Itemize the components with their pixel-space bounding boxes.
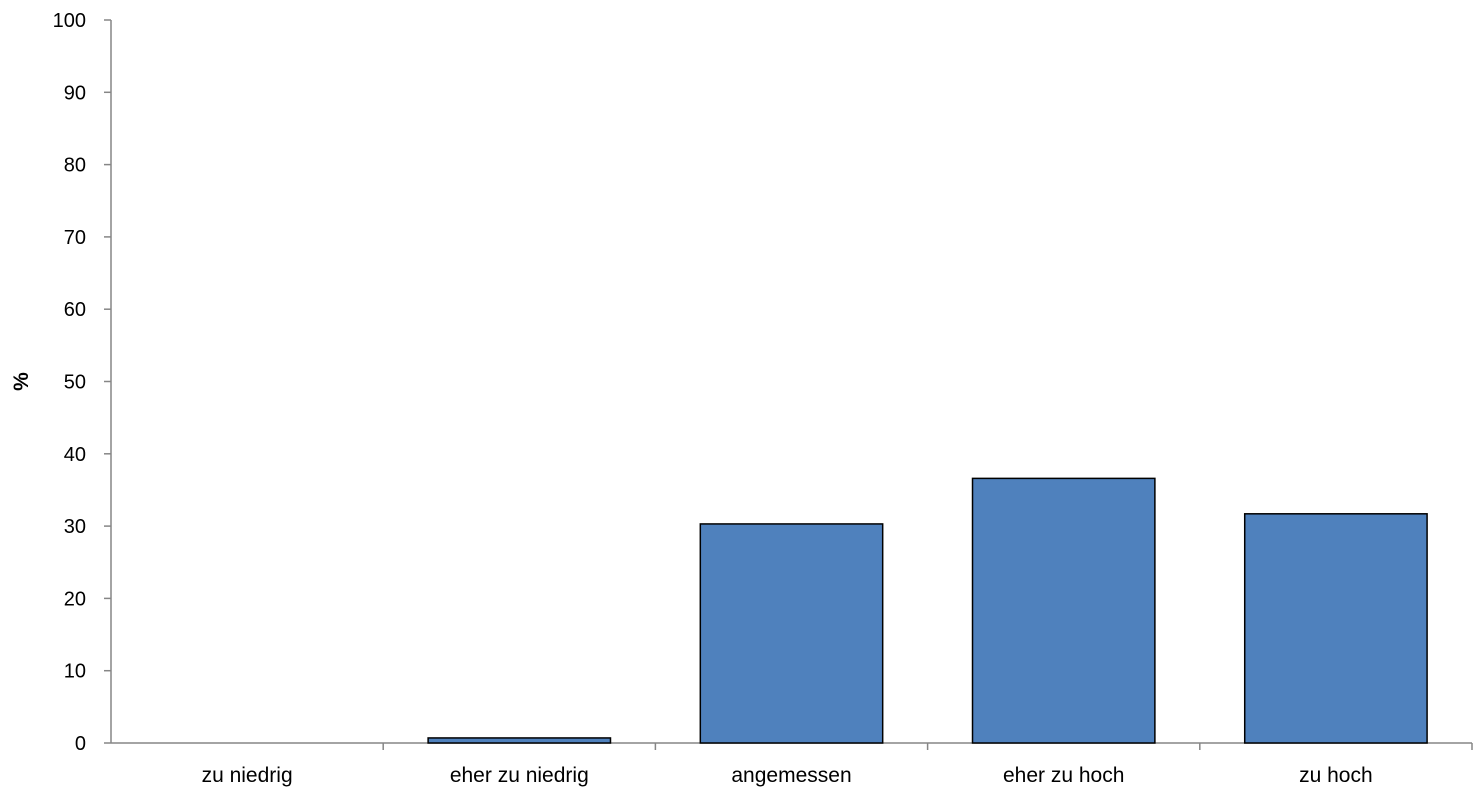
- x-category-label: eher zu niedrig: [450, 764, 589, 787]
- y-tick-label: 60: [64, 299, 86, 321]
- y-tick-label: 50: [64, 372, 86, 394]
- y-tick-label: 100: [53, 10, 86, 32]
- bar: [427, 737, 612, 744]
- y-tick-label: 70: [64, 227, 86, 249]
- y-tick-label: 30: [64, 516, 86, 538]
- y-tick-label: 20: [64, 588, 86, 610]
- y-tick-label: 90: [64, 82, 86, 104]
- bar: [1243, 513, 1428, 744]
- x-category-label: angemessen: [731, 764, 851, 787]
- y-tick-label: 80: [64, 155, 86, 177]
- x-category-label: eher zu hoch: [1003, 764, 1124, 787]
- category-labels-group: zu niedrig eher zu niedrig angemessen eher …: [202, 764, 1373, 787]
- x-category-label: zu niedrig: [202, 764, 293, 787]
- x-category-label: zu hoch: [1299, 764, 1373, 787]
- y-axis-title: %: [10, 372, 33, 391]
- y-tick-label: 40: [64, 444, 86, 466]
- y-ticks-group: 0 10 20 30 40 50 60 70 80 90 100: [53, 10, 111, 755]
- y-tick-label: 0: [75, 733, 86, 755]
- y-tick-label: 10: [64, 661, 86, 683]
- x-ticks-group: [382, 743, 1473, 750]
- bar: [699, 523, 884, 744]
- bars-group: [427, 477, 1428, 744]
- bar: [971, 477, 1156, 744]
